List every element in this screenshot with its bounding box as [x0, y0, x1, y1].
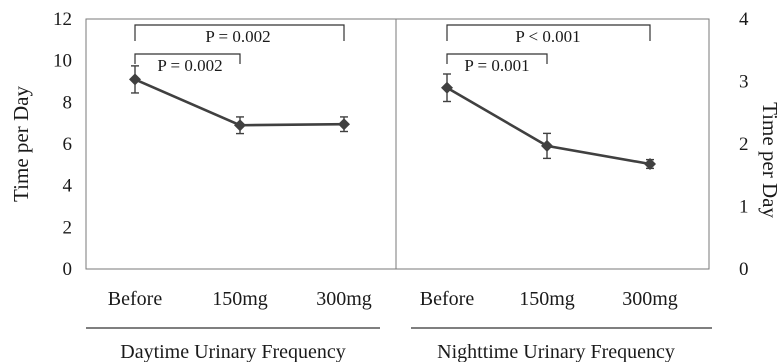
left-y-tick-label: 6 — [63, 134, 73, 155]
right-x-category-label: 300mg — [622, 288, 678, 310]
left-x-category-label: 300mg — [316, 288, 372, 310]
right-x-category-label: Before — [420, 288, 475, 310]
left-data-point — [129, 73, 141, 86]
right-p-value-label: P < 0.001 — [515, 27, 580, 46]
left-y-axis-title: Time per Day — [9, 86, 33, 202]
left-significance-bracket — [134, 24, 345, 41]
right-y-tick-label: 1 — [739, 197, 749, 218]
right-x-category-label: 150mg — [519, 288, 575, 310]
left-y-tick-label: 0 — [63, 259, 73, 280]
left-group-label: Daytime Urinary Frequency — [120, 341, 345, 362]
left-p-value-label: P = 0.002 — [205, 27, 270, 46]
left-p-value-label: P = 0.002 — [157, 56, 222, 75]
left-x-category-label: Before — [108, 288, 163, 310]
right-y-tick-label: 2 — [739, 134, 749, 155]
right-series-line — [446, 86, 651, 166]
right-significance-bracket — [446, 53, 548, 64]
left-x-category-label: 150mg — [212, 288, 268, 310]
right-y-axis-title: Time per Day — [758, 102, 782, 218]
right-group-label: Nighttime Urinary Frequency — [437, 341, 675, 362]
left-y-tick-label: 10 — [53, 51, 72, 72]
right-p-value-label: P = 0.001 — [464, 56, 529, 75]
right-data-point — [541, 139, 553, 152]
left-plot-frame — [85, 18, 397, 270]
right-y-tick-label: 4 — [739, 9, 749, 30]
right-data-point — [644, 158, 656, 170]
right-y-tick-label: 3 — [739, 72, 749, 93]
right-data-point — [441, 81, 453, 94]
right-significance-bracket — [446, 24, 651, 41]
left-data-point — [234, 119, 246, 132]
left-y-tick-label: 12 — [53, 9, 72, 30]
left-data-point — [338, 118, 350, 131]
left-y-tick-label: 8 — [63, 92, 73, 113]
right-plot-frame — [395, 18, 710, 270]
right-y-tick-label: 0 — [739, 259, 749, 280]
left-y-tick-label: 4 — [63, 176, 73, 197]
left-y-tick-label: 2 — [63, 217, 73, 238]
left-significance-bracket — [134, 53, 241, 64]
